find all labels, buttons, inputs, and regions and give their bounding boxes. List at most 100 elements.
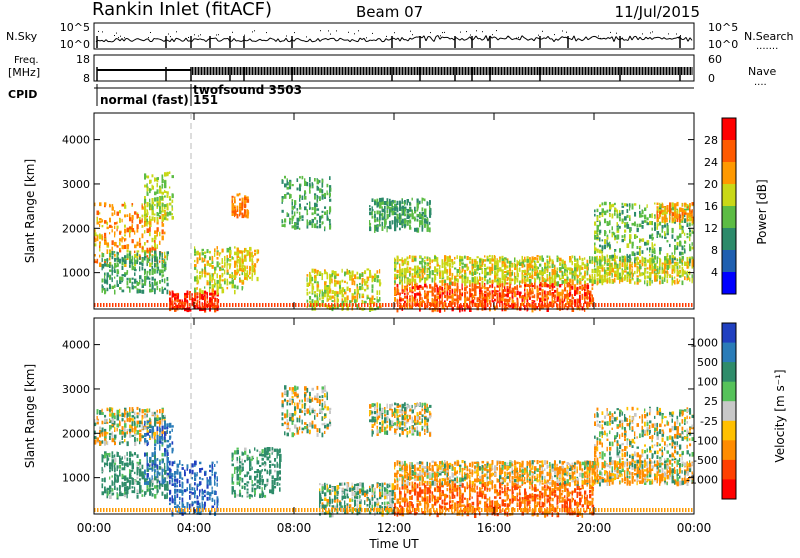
data-cell bbox=[412, 259, 414, 262]
data-cell bbox=[317, 199, 318, 202]
data-cell bbox=[129, 288, 131, 292]
data-cell bbox=[494, 280, 497, 282]
data-cell bbox=[592, 257, 594, 261]
data-cell bbox=[507, 260, 509, 264]
data-cell bbox=[514, 263, 515, 268]
data-cell bbox=[172, 213, 174, 215]
data-cell bbox=[394, 222, 396, 226]
data-cell bbox=[527, 259, 530, 263]
data-cell bbox=[162, 192, 165, 195]
data-cell bbox=[374, 214, 376, 218]
data-cell bbox=[652, 266, 654, 270]
data-cell bbox=[362, 273, 364, 277]
data-cell bbox=[414, 287, 416, 291]
data-cell bbox=[437, 299, 438, 301]
data-cell bbox=[214, 298, 215, 302]
data-cell bbox=[419, 261, 422, 265]
data-cell bbox=[124, 274, 126, 277]
data-cell bbox=[359, 293, 360, 298]
noise-segment bbox=[486, 35, 488, 41]
data-cell bbox=[502, 287, 503, 291]
data-cell bbox=[579, 295, 581, 299]
data-cell bbox=[644, 280, 645, 284]
data-cell bbox=[339, 291, 341, 294]
data-cell bbox=[309, 180, 311, 182]
data-cell bbox=[99, 218, 102, 220]
data-cell bbox=[112, 207, 114, 211]
data-cell bbox=[679, 265, 681, 269]
data-cell bbox=[609, 267, 611, 271]
data-cell bbox=[117, 245, 119, 247]
data-cell bbox=[417, 228, 418, 232]
noise-segment bbox=[162, 40, 164, 41]
data-cell bbox=[249, 247, 252, 250]
data-cell bbox=[644, 263, 647, 266]
data-cell bbox=[679, 275, 681, 278]
data-cell bbox=[119, 232, 121, 235]
data-cell bbox=[462, 278, 464, 282]
noise-segment bbox=[458, 39, 460, 40]
data-cell bbox=[307, 182, 309, 186]
noise-segment bbox=[592, 36, 594, 37]
data-cell bbox=[244, 267, 246, 269]
data-cell bbox=[482, 278, 484, 281]
data-cell bbox=[404, 293, 406, 295]
noise-segment bbox=[364, 38, 366, 41]
data-cell bbox=[447, 306, 449, 308]
noise-segment bbox=[350, 39, 352, 41]
data-cell bbox=[487, 298, 489, 302]
data-cell bbox=[102, 254, 103, 257]
noise-segment bbox=[206, 40, 208, 42]
data-cell bbox=[444, 269, 447, 274]
data-cell bbox=[127, 278, 129, 281]
data-cell bbox=[127, 214, 129, 217]
data-cell bbox=[569, 291, 571, 295]
data-cell bbox=[482, 261, 484, 266]
data-cell bbox=[522, 295, 525, 299]
noise-segment bbox=[646, 37, 648, 39]
data-cell bbox=[332, 273, 334, 276]
data-cell bbox=[424, 266, 425, 268]
data-cell bbox=[377, 275, 380, 278]
data-cell bbox=[632, 262, 633, 265]
data-cell bbox=[319, 180, 321, 183]
data-cell bbox=[317, 187, 320, 191]
data-cell bbox=[682, 281, 684, 286]
data-cell bbox=[197, 257, 199, 262]
date-label: 11/Jul/2015 bbox=[615, 3, 700, 21]
data-cell bbox=[209, 263, 212, 267]
data-cell bbox=[234, 211, 236, 214]
noise-segment bbox=[358, 38, 360, 42]
data-cell bbox=[357, 277, 359, 280]
data-cell bbox=[577, 267, 579, 271]
data-cell bbox=[539, 287, 541, 290]
data-cell bbox=[439, 294, 441, 299]
data-cell bbox=[582, 286, 583, 289]
data-cell bbox=[634, 281, 636, 284]
data-cell bbox=[404, 279, 405, 283]
data-cell bbox=[657, 260, 659, 264]
data-cell bbox=[454, 279, 456, 283]
data-cell bbox=[427, 218, 429, 221]
data-cell bbox=[377, 290, 379, 295]
data-cell bbox=[489, 295, 491, 299]
data-cell bbox=[369, 272, 371, 277]
data-cell bbox=[112, 277, 113, 282]
data-cell bbox=[237, 214, 239, 219]
data-cell bbox=[417, 270, 419, 274]
data-cell bbox=[604, 277, 606, 279]
data-cell bbox=[592, 297, 595, 302]
noise-segment bbox=[170, 39, 172, 42]
data-cell bbox=[547, 299, 548, 301]
data-cell bbox=[507, 277, 509, 281]
data-cell bbox=[442, 287, 444, 291]
data-cell bbox=[204, 252, 206, 254]
data-cell bbox=[529, 292, 532, 294]
data-cell bbox=[372, 295, 374, 300]
data-cell bbox=[404, 268, 407, 272]
data-cell bbox=[612, 273, 613, 276]
data-cell bbox=[552, 264, 554, 268]
data-cell bbox=[247, 210, 249, 215]
data-cell bbox=[282, 198, 284, 202]
data-cell bbox=[154, 289, 156, 294]
